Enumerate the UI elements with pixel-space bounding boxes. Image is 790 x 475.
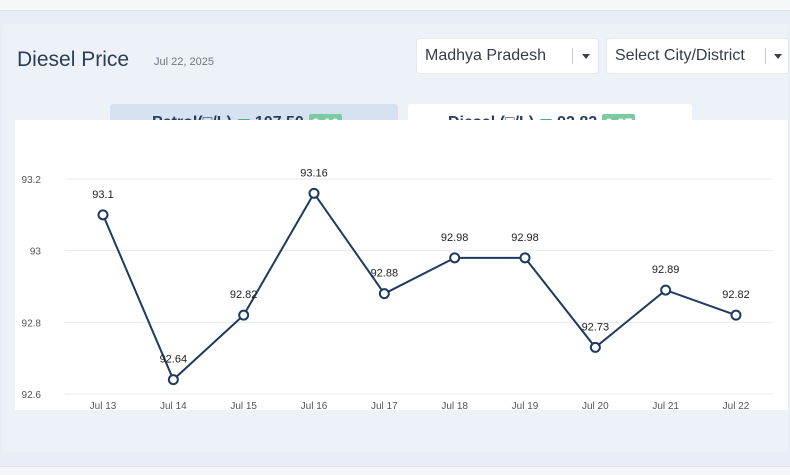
data-point (167, 374, 179, 386)
x-tick-label: Jul 16 (301, 401, 328, 410)
select-separator (572, 48, 573, 64)
data-point (97, 209, 109, 221)
x-tick-label: Jul 21 (652, 401, 679, 410)
data-label: 93.16 (300, 167, 328, 179)
data-label: 92.64 (160, 354, 188, 366)
data-label: 92.73 (582, 321, 610, 333)
y-tick-label: 93.2 (22, 175, 42, 186)
previous-section-edge (0, 0, 790, 11)
data-label: 92.82 (230, 289, 258, 301)
data-point (308, 187, 320, 199)
y-tick-label: 93 (30, 247, 42, 258)
price-date: Jul 22, 2025 (154, 56, 214, 68)
next-section-edge (0, 466, 790, 475)
chevron-down-icon[interactable] (582, 54, 590, 59)
series-line (102, 191, 737, 382)
x-tick-label: Jul 14 (160, 401, 187, 410)
data-point (660, 284, 672, 296)
city-select-placeholder: Select City/District (615, 47, 745, 64)
diesel-price-line-chart: 92.6 92.8 93 93.2 Jul 13 Jul 14 Jul 15 Jul 16 Ju… (22, 167, 773, 410)
x-tick-label: Jul 18 (441, 401, 468, 410)
state-select-value: Madhya Pradesh (425, 47, 546, 64)
city-select[interactable]: Select City/District (607, 39, 788, 73)
data-label: 92.98 (511, 232, 539, 244)
x-tick-label: Jul 20 (582, 401, 609, 410)
y-tick-label: 92.8 (22, 318, 42, 329)
data-label: 92.98 (441, 232, 469, 244)
x-tick-label: Jul 19 (512, 401, 539, 410)
data-point (730, 309, 742, 321)
data-label: 92.88 (371, 268, 399, 280)
page-title: Diesel Price (17, 48, 130, 71)
x-tick-label: Jul 15 (230, 401, 257, 410)
y-tick-label: 92.6 (22, 390, 42, 401)
data-label: 93.1 (92, 189, 113, 201)
chart-panel: 92.6 92.8 93 93.2 Jul 13 Jul 14 Jul 15 Jul 16 Ju… (15, 120, 788, 410)
data-label: 92.82 (722, 289, 750, 301)
x-tick-label: Jul 13 (90, 401, 117, 410)
data-point (449, 252, 461, 264)
state-select[interactable]: Madhya Pradesh (417, 39, 598, 73)
chevron-down-icon[interactable] (774, 54, 782, 59)
card-header: Diesel Price Jul 22, 2025 Madhya Pradesh… (2, 24, 788, 94)
x-tick-label: Jul 17 (371, 401, 398, 410)
data-point (238, 309, 250, 321)
data-point (519, 252, 531, 264)
data-point (378, 288, 390, 300)
data-label: 92.89 (652, 264, 680, 276)
data-point (589, 341, 601, 353)
x-tick-label: Jul 22 (723, 401, 750, 410)
select-separator (765, 48, 766, 64)
